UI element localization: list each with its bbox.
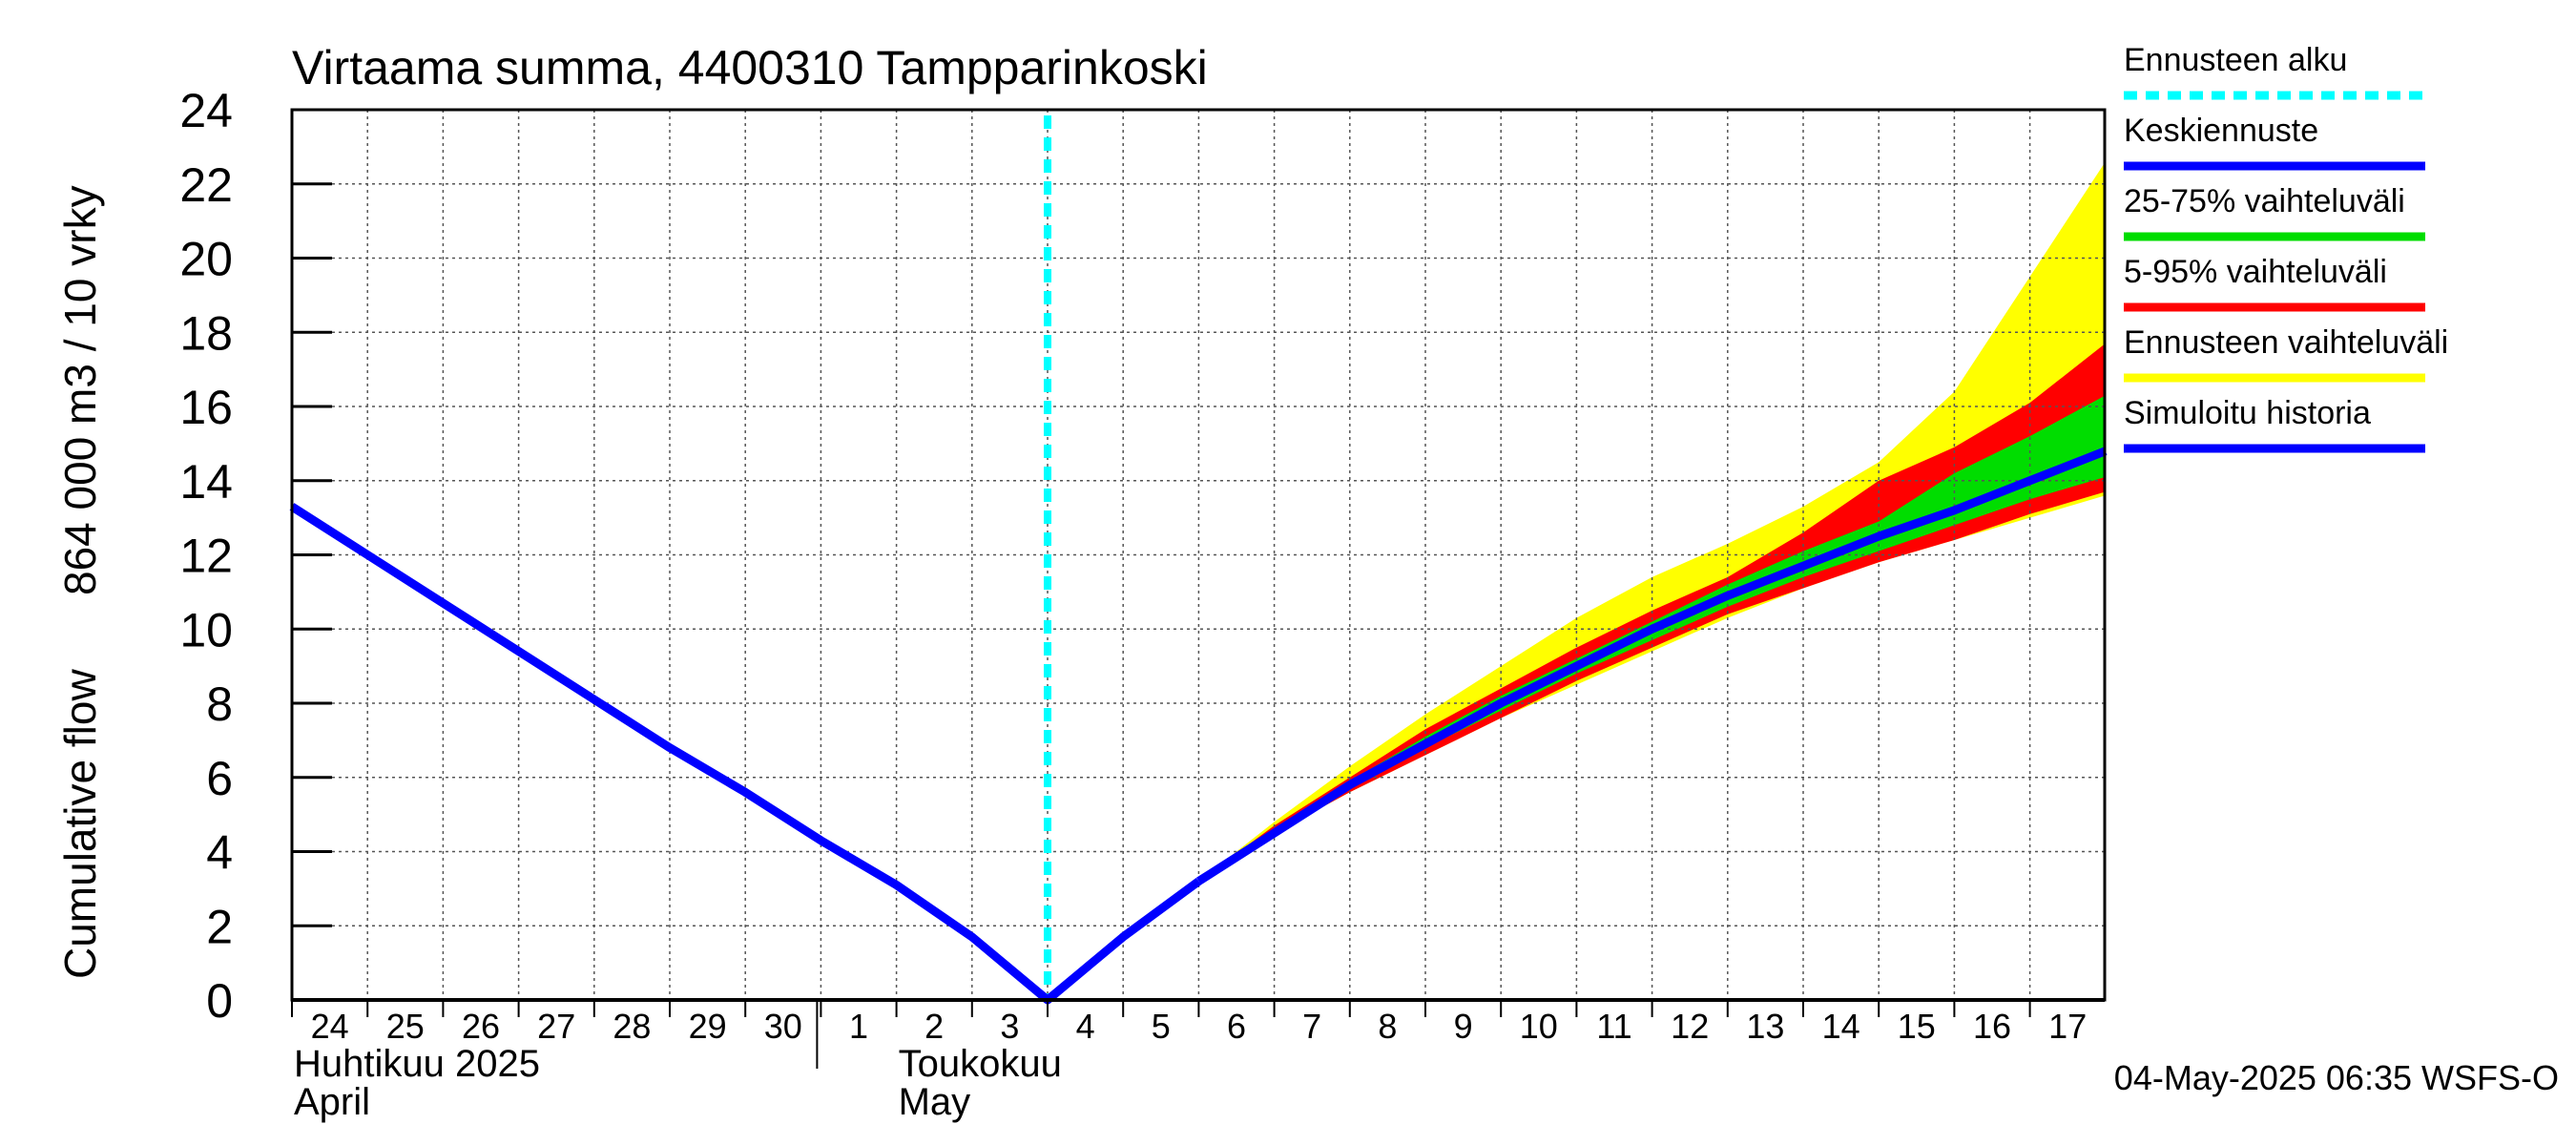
x-tick-label: 7 <box>1302 1007 1321 1046</box>
x-tick-label: 1 <box>849 1007 868 1046</box>
y-tick-label: 20 <box>179 233 233 286</box>
y-tick-label: 24 <box>179 84 233 137</box>
x-tick-label: 15 <box>1898 1007 1936 1046</box>
y-tick-label: 6 <box>206 752 233 805</box>
x-tick-label: 9 <box>1454 1007 1473 1046</box>
x-tick-label: 4 <box>1076 1007 1095 1046</box>
x-tick-label: 17 <box>2048 1007 2087 1046</box>
y-tick-label: 16 <box>179 381 233 434</box>
y-tick-label: 8 <box>206 677 233 731</box>
y-tick-label: 0 <box>206 974 233 1028</box>
x-tick-label: 14 <box>1822 1007 1860 1046</box>
legend: Ennusteen alku Keskiennuste 25-75% vaihtel… <box>2124 42 2448 453</box>
x-tick-label: 29 <box>689 1007 727 1046</box>
x-tick-label: 12 <box>1671 1007 1709 1046</box>
x-tick-label: 30 <box>764 1007 802 1046</box>
month-label-line1: Toukokuu <box>899 1043 1062 1085</box>
y-tick-label: 14 <box>179 455 233 509</box>
x-tick-label: 24 <box>311 1007 349 1046</box>
x-tick-label: 8 <box>1378 1007 1397 1046</box>
legend-series-0-label: Ennusteen vaihteluväli <box>2124 324 2448 361</box>
chart-title: Virtaama summa, 4400310 Tampparinkoski <box>292 41 1208 94</box>
x-tick-label: 13 <box>1746 1007 1784 1046</box>
x-tick-label: 25 <box>386 1007 425 1046</box>
grid <box>292 110 2105 1000</box>
legend-series-4-label: Simuloitu historia <box>2124 395 2371 431</box>
x-tick-label: 11 <box>1596 1007 1631 1046</box>
month-label-line2: May <box>899 1081 971 1123</box>
x-tick-label: 26 <box>462 1007 500 1046</box>
x-tick-label: 10 <box>1520 1007 1558 1046</box>
legend-series-3-label: Keskiennuste <box>2124 113 2318 149</box>
series-line-3 <box>1195 447 2108 885</box>
legend-forecast-start-label: Ennusteen alku <box>2124 42 2347 78</box>
legend-series-2-label: 25-75% vaihteluväli <box>2124 183 2405 219</box>
x-tick-label: 16 <box>1973 1007 2011 1046</box>
y-tick-label: 4 <box>206 826 233 880</box>
x-tick-label: 27 <box>537 1007 575 1046</box>
x-tick-label: 6 <box>1227 1007 1246 1046</box>
footer-timestamp: 04-May-2025 06:35 WSFS-O <box>2114 1058 2559 1097</box>
x-tick-label: 3 <box>1000 1007 1019 1046</box>
y-tick-label: 10 <box>179 603 233 656</box>
y-tick-label: 12 <box>179 530 233 583</box>
x-tick-label: 5 <box>1152 1007 1171 1046</box>
y-tick-label: 2 <box>206 900 233 953</box>
y-axis-label-line2: 864 000 m3 / 10 vrky <box>55 185 105 595</box>
y-tick-label: 22 <box>179 158 233 212</box>
month-label-line1: Huhtikuu 2025 <box>294 1043 540 1085</box>
x-tick-label: 28 <box>613 1007 651 1046</box>
month-label-line2: April <box>294 1081 370 1123</box>
x-tick-label: 2 <box>924 1007 944 1046</box>
legend-series-1-label: 5-95% vaihteluväli <box>2124 254 2387 290</box>
y-axis-label-line1: Cumulative flow <box>55 669 105 979</box>
y-tick-label: 18 <box>179 306 233 360</box>
